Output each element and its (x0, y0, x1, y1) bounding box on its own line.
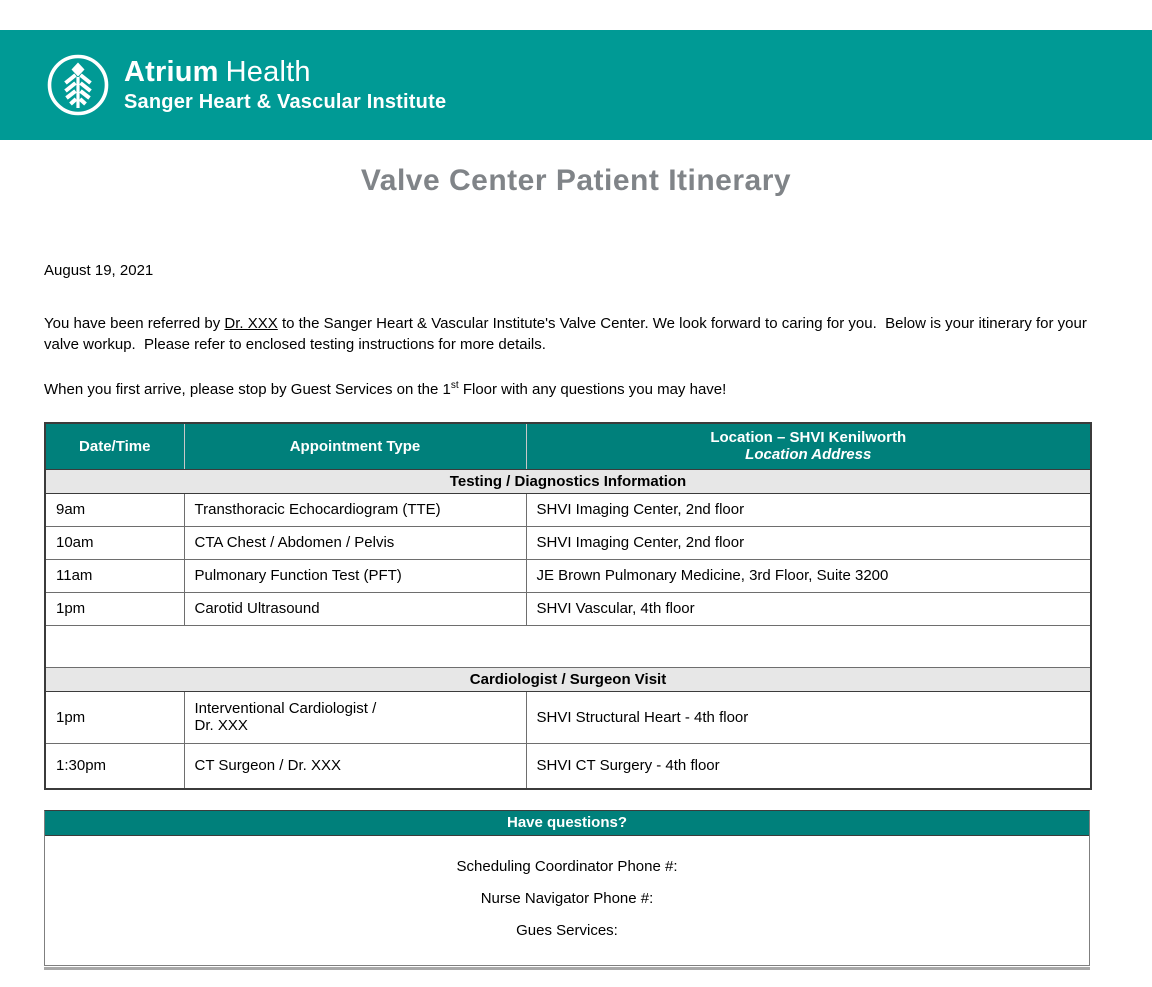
appointment-type-line2: Dr. XXX (194, 717, 248, 734)
brand-banner: Atrium Health Sanger Heart & Vascular Ins… (0, 30, 1152, 140)
guest-services-line: Gues Services: (516, 922, 618, 939)
table-row: 9am Transthoracic Echocardiogram (TTE) S… (44, 492, 1092, 527)
cell-location: SHVI Vascular, 4th floor (525, 591, 1092, 626)
table-row: 1:30pm CT Surgeon / Dr. XXX SHVI CT Surg… (44, 742, 1092, 790)
table-row: 10am CTA Chest / Abdomen / Pelvis SHVI I… (44, 525, 1092, 560)
cell-time: 1pm (44, 690, 185, 744)
cell-location: SHVI Imaging Center, 2nd floor (525, 525, 1092, 560)
referral-text-after: to the Sanger Heart & Vascular Institute… (44, 315, 1092, 353)
column-header-appointment-type: Appointment Type (183, 423, 526, 470)
empty-cell (44, 624, 1092, 668)
questions-body: Scheduling Coordinator Phone #: Nurse Na… (45, 836, 1089, 965)
institute-name: Sanger Heart & Vascular Institute (124, 91, 447, 114)
cell-location: SHVI Imaging Center, 2nd floor (525, 492, 1092, 527)
column-header-date-time: Date/Time (45, 423, 184, 470)
page-title: Valve Center Patient Itinerary (360, 164, 792, 197)
cell-appointment-type: Transthoracic Echocardiogram (TTE) (183, 492, 527, 527)
referral-text-before: You have been referred by (44, 315, 225, 332)
itinerary-table: Date/Time Appointment Type Location – SH… (44, 422, 1092, 790)
section-title: Cardiologist / Surgeon Visit (44, 666, 1092, 692)
document-date: August 19, 2021 (44, 262, 154, 279)
arrival-text-after: Floor with any questions you may have! (458, 381, 727, 398)
cell-time: 1:30pm (44, 742, 185, 790)
arrival-text-before: When you first arrive, please stop by Gu… (44, 381, 451, 398)
empty-spacer-row (44, 624, 1092, 668)
location-header-line1: Location – SHVI Kenilworth (710, 429, 907, 447)
cell-location: SHVI Structural Heart - 4th floor (525, 690, 1092, 744)
cell-appointment-type: Interventional Cardiologist / Dr. XXX (183, 690, 527, 744)
ordinal-superscript: st (450, 380, 459, 391)
scheduling-coordinator-line: Scheduling Coordinator Phone #: (456, 858, 678, 875)
section-header-testing: Testing / Diagnostics Information (44, 468, 1092, 494)
questions-header: Have questions? (45, 811, 1089, 836)
table-row: 11am Pulmonary Function Test (PFT) JE Br… (44, 558, 1092, 593)
cell-appointment-type: Carotid Ultrasound (183, 591, 527, 626)
brand-name-atrium: Atrium (124, 55, 219, 88)
cell-appointment-type: CT Surgeon / Dr. XXX (183, 742, 527, 790)
cell-time: 11am (44, 558, 185, 593)
cell-appointment-type: CTA Chest / Abdomen / Pelvis (183, 525, 527, 560)
cell-time: 9am (44, 492, 185, 527)
document-body: August 19, 2021 You have been referred b… (44, 262, 1092, 790)
column-header-location: Location – SHVI Kenilworth Location Addr… (525, 423, 1091, 470)
cell-location: SHVI CT Surgery - 4th floor (525, 742, 1092, 790)
arrival-paragraph: When you first arrive, please stop by Gu… (44, 375, 1090, 400)
nurse-navigator-line: Nurse Navigator Phone #: (480, 890, 654, 907)
atrium-leaf-logo-icon (46, 53, 110, 117)
section-header-cardiologist: Cardiologist / Surgeon Visit (44, 666, 1092, 692)
location-header-line2: Location Address (745, 446, 872, 464)
brand-name-health: Health (225, 55, 311, 88)
cell-time: 10am (44, 525, 185, 560)
cell-appointment-type: Pulmonary Function Test (PFT) (183, 558, 527, 593)
table-row: 1pm Carotid Ultrasound SHVI Vascular, 4t… (44, 591, 1092, 626)
table-row: 1pm Interventional Cardiologist / Dr. XX… (44, 690, 1092, 744)
cell-location: JE Brown Pulmonary Medicine, 3rd Floor, … (525, 558, 1092, 593)
box-bottom-shadow (44, 967, 1090, 970)
referring-doctor: Dr. XXX (224, 315, 278, 332)
questions-box: Have questions? Scheduling Coordinator P… (44, 810, 1090, 966)
section-title: Testing / Diagnostics Information (44, 468, 1092, 494)
table-header-row: Date/Time Appointment Type Location – SH… (45, 423, 1091, 470)
appointment-type-line1: Interventional Cardiologist / (194, 700, 377, 717)
cell-time: 1pm (44, 591, 185, 626)
referral-paragraph: You have been referred by Dr. XXX to the… (44, 313, 1090, 355)
brand-name: Atrium Health (124, 55, 446, 89)
brand-text: Atrium Health Sanger Heart & Vascular Ins… (124, 55, 447, 114)
